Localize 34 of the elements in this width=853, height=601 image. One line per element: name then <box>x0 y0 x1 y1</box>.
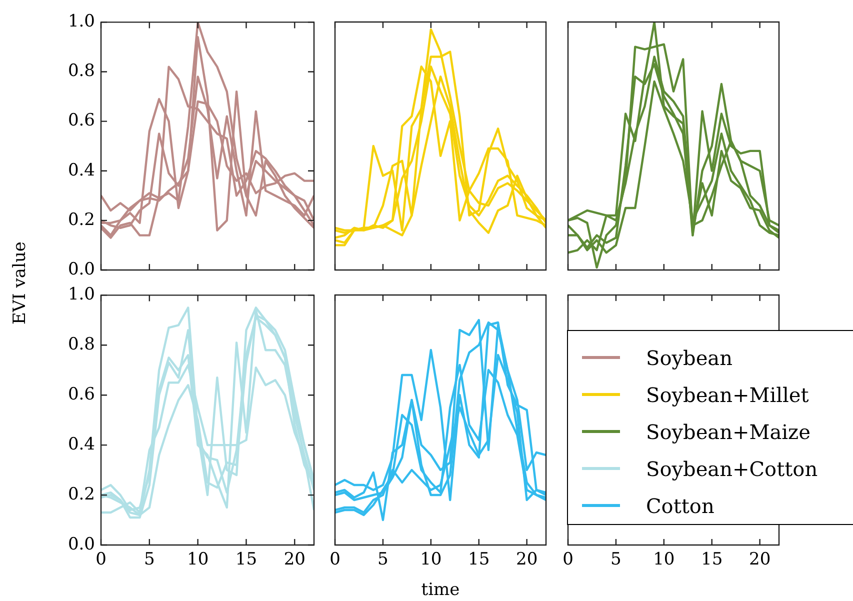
legend-label: Soybean <box>646 346 732 370</box>
x-axis-title: time <box>421 580 460 600</box>
x-tick-label: 20 <box>749 550 771 570</box>
x-tick-label: 10 <box>653 550 675 570</box>
x-tick-label: 15 <box>235 550 258 570</box>
x-tick-label: 0 <box>562 550 574 570</box>
legend-label: Soybean+Maize <box>646 420 810 444</box>
x-tick-label: 0 <box>330 550 340 570</box>
x-tick-label: 5 <box>378 550 388 570</box>
y-tick-label: 1.0 <box>68 284 95 305</box>
y-tick-label: 0.8 <box>68 61 95 82</box>
legend-label: Cotton <box>646 494 714 518</box>
x-tick-label: 10 <box>187 550 209 570</box>
y-tick-label: 0.2 <box>68 210 95 230</box>
y-tick-label: 0.4 <box>68 160 95 180</box>
x-tick-label: 15 <box>468 550 490 570</box>
x-tick-label: 15 <box>701 550 723 570</box>
y-tick-label: 0.0 <box>68 259 95 280</box>
y-axis-title: EVI value <box>10 242 30 324</box>
y-tick-label: 0.4 <box>68 434 95 454</box>
y-tick-label: 0.2 <box>68 484 95 504</box>
x-tick-label: 20 <box>516 550 538 570</box>
y-tick-label: 0.6 <box>68 110 95 131</box>
x-tick-label: 10 <box>420 550 442 570</box>
legend-label: Soybean+Cotton <box>646 456 818 480</box>
x-tick-label: 0 <box>96 550 106 570</box>
y-tick-label: 1.0 <box>68 12 95 32</box>
y-tick-label: 0.6 <box>68 384 95 405</box>
y-tick-label: 0.8 <box>68 334 95 355</box>
legend-label: Soybean+Millet <box>646 382 809 406</box>
x-tick-label: 5 <box>610 550 622 570</box>
y-tick-label: 0.0 <box>68 534 95 554</box>
x-tick-label: 20 <box>284 550 306 570</box>
x-tick-label: 5 <box>144 550 155 570</box>
